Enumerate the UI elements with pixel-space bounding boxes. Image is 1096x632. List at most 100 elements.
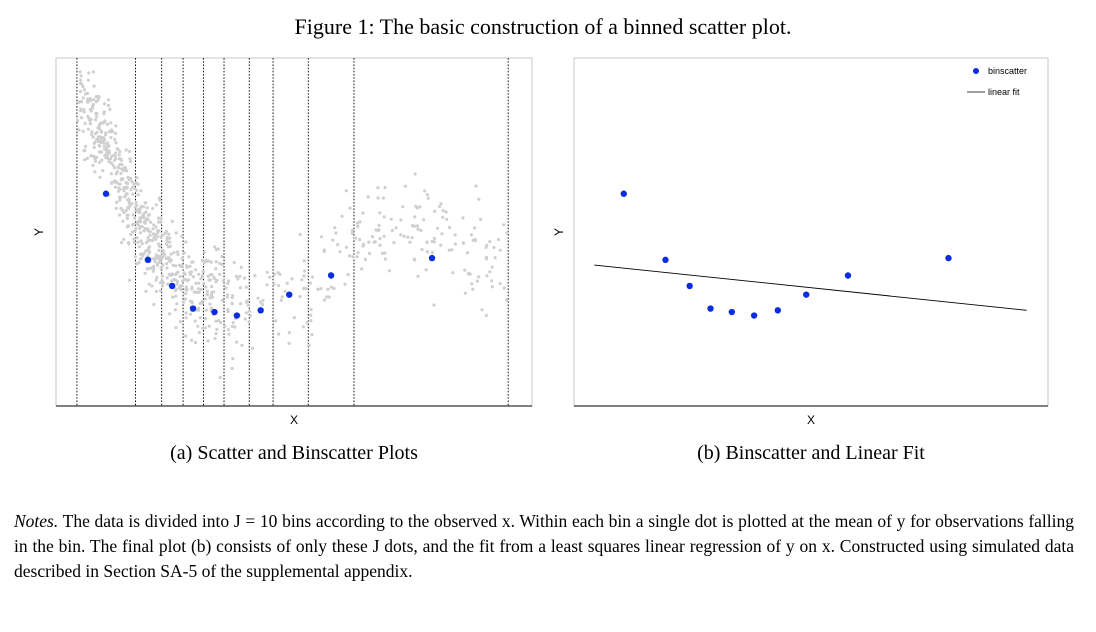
scatter-point [298, 232, 302, 237]
scatter-point [231, 321, 235, 325]
scatter-point [399, 233, 403, 237]
scatter-point [236, 277, 240, 281]
scatter-point [474, 184, 478, 188]
scatter-point [414, 204, 418, 208]
scatter-point [416, 274, 420, 278]
scatter-point [204, 308, 208, 312]
panel-a-ylabel: Y [32, 228, 46, 236]
scatter-point [423, 189, 427, 193]
scatter-point [208, 296, 212, 300]
scatter-point [142, 229, 146, 233]
scatter-point [157, 216, 161, 220]
scatter-point [122, 210, 126, 215]
scatter-point [261, 303, 265, 307]
scatter-point [172, 277, 176, 281]
scatter-point [154, 203, 158, 207]
scatter-point [169, 258, 173, 262]
scatter-point [290, 277, 294, 281]
scatter-point [144, 217, 149, 221]
scatter-point [426, 196, 430, 200]
scatter-point [123, 165, 127, 169]
scatter-point [174, 231, 178, 235]
scatter-point [193, 340, 198, 345]
scatter-point [179, 264, 183, 269]
scatter-point [115, 170, 119, 174]
scatter-point [244, 285, 248, 289]
scatter-point [220, 254, 224, 259]
scatter-point [184, 240, 188, 244]
scatter-point [451, 271, 455, 275]
scatter-point [505, 231, 509, 235]
scatter-point [166, 245, 171, 249]
scatter-point [287, 341, 291, 345]
scatter-point [498, 248, 502, 252]
scatter-point [136, 182, 140, 186]
binscatter-point-10 [945, 254, 952, 262]
scatter-point [98, 140, 102, 144]
scatter-point [402, 234, 406, 238]
scatter-point [432, 303, 436, 307]
scatter-point [138, 224, 142, 229]
scatter-point [191, 275, 196, 279]
scatter-point [112, 158, 117, 162]
scatter-point [104, 133, 108, 137]
scatter-point [113, 166, 117, 170]
scatter-point [166, 257, 170, 261]
scatter-point [189, 272, 193, 276]
scatter-point [91, 135, 95, 139]
scatter-point [215, 327, 219, 331]
scatter-point [412, 224, 416, 228]
scatter-point [169, 273, 173, 277]
scatter-point [382, 215, 386, 219]
binscatter-point-4 [189, 305, 197, 312]
scatter-point [116, 165, 120, 169]
scatter-point [180, 284, 184, 288]
scatter-point [308, 281, 312, 285]
scatter-point [479, 217, 483, 221]
figure-notes: Notes. The data is divided into J = 10 b… [14, 509, 1074, 584]
scatter-point [425, 250, 429, 254]
scatter-point [146, 239, 150, 243]
scatter-point [425, 240, 429, 244]
scatter-point [331, 238, 335, 242]
scatter-point [292, 316, 296, 320]
scatter-point [165, 235, 169, 240]
scatter-point [93, 140, 97, 145]
scatter-point [238, 274, 242, 278]
scatter-point [204, 258, 208, 263]
scatter-point [79, 116, 84, 120]
scatter-point [94, 95, 98, 99]
scatter-point [144, 210, 148, 214]
scatter-point [131, 185, 135, 189]
scatter-point [115, 200, 119, 204]
scatter-point [184, 334, 188, 338]
scatter-point [152, 223, 156, 227]
scatter-point [302, 274, 306, 278]
scatter-point [125, 213, 129, 217]
scatter-point [277, 332, 281, 336]
binscatter-point-6 [233, 312, 241, 319]
scatter-point [336, 243, 340, 247]
linear-fit-line [594, 264, 1027, 311]
scatter-point [83, 121, 87, 126]
scatter-point [113, 138, 117, 142]
scatter-point [202, 261, 206, 265]
scatter-point [408, 240, 412, 244]
scatter-point [88, 108, 92, 112]
scatter-point [453, 242, 457, 246]
binscatter-point-8 [286, 291, 293, 298]
scatter-point [175, 271, 179, 275]
scatter-point [98, 175, 102, 179]
scatter-point [164, 242, 169, 246]
scatter-point [121, 169, 125, 173]
scatter-point [185, 279, 189, 283]
scatter-point [96, 98, 100, 102]
scatter-point [439, 243, 443, 247]
scatter-point [197, 281, 201, 285]
scatter-point [413, 215, 417, 219]
scatter-point [154, 278, 158, 282]
scatter-point [370, 235, 375, 239]
scatter-point [103, 120, 107, 124]
scatter-point [192, 290, 196, 294]
legend-binscatter-label: binscatter [988, 66, 1027, 76]
